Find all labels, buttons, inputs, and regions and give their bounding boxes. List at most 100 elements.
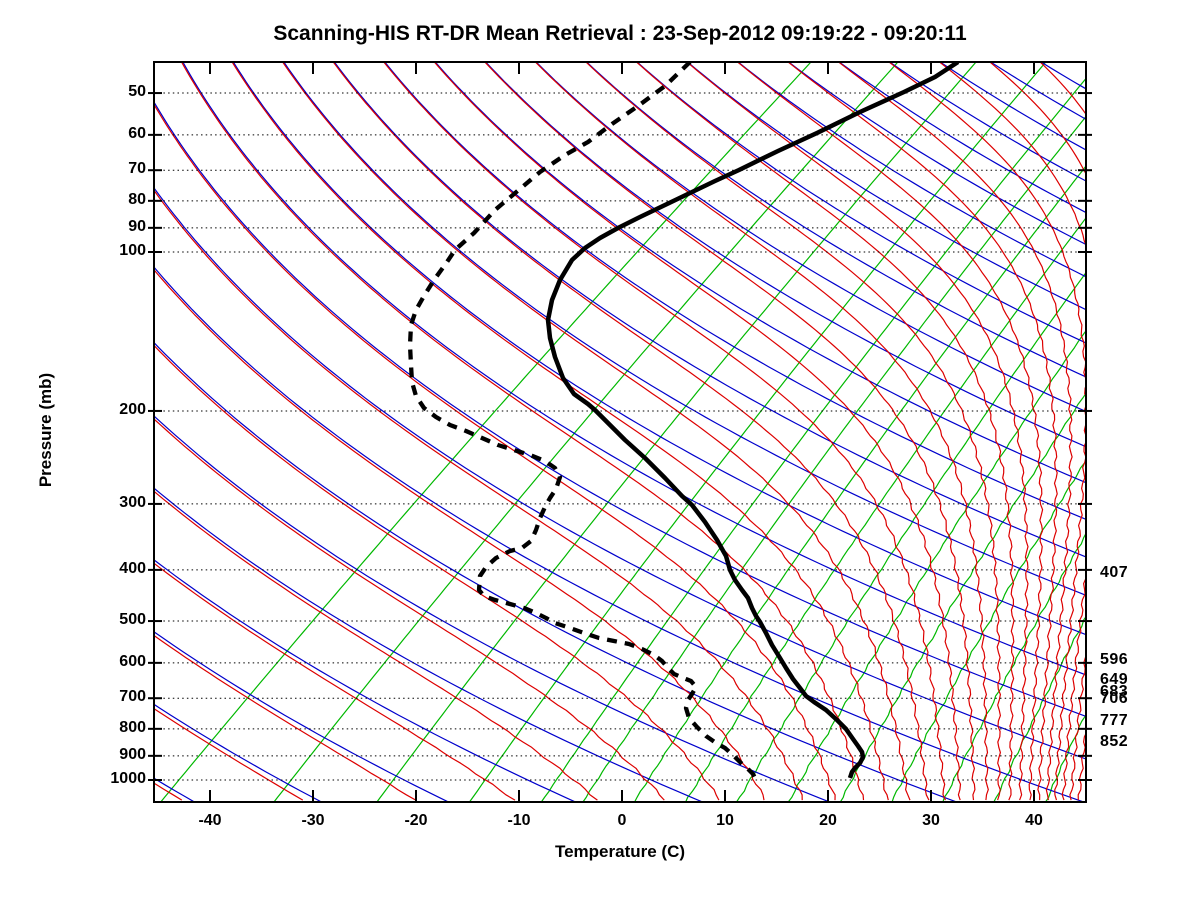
y-tick-label: 1000 — [110, 770, 146, 787]
isohume-line — [787, 329, 1086, 802]
isohume-line — [735, 271, 1086, 802]
isohume-line — [159, 62, 812, 802]
isohume-line — [942, 532, 1086, 802]
moist-adiabat-line — [686, 62, 1029, 801]
moist-adiabat-line — [281, 62, 911, 801]
y-tick-label: 900 — [119, 745, 146, 763]
cloud-level-pressure-label: 777 — [1100, 712, 1129, 730]
dry-adiabat-line — [154, 631, 450, 802]
dry-adiabat-line — [154, 341, 959, 802]
background-adiabat-lines — [154, 62, 1086, 802]
dry-adiabat-line — [536, 62, 1086, 413]
moist-adiabat-line — [154, 189, 803, 801]
y-tick-label: 500 — [119, 611, 146, 629]
dry-adiabat-line — [154, 415, 832, 802]
y-tick-label: 700 — [119, 688, 146, 706]
dry-adiabat-line — [485, 62, 1086, 448]
moist-adiabat-line — [231, 62, 889, 801]
moist-adiabat-line — [180, 62, 865, 801]
moist-adiabat-line — [988, 62, 1086, 801]
moist-adiabat-line — [154, 562, 516, 801]
y-tick-label: 400 — [119, 559, 146, 577]
moist-adiabat-line — [888, 62, 1086, 801]
y-tick-label: 50 — [128, 83, 146, 101]
x-tick-label: 10 — [716, 812, 734, 829]
y-tick-label: 200 — [119, 400, 146, 418]
dry-adiabat-line — [586, 62, 1086, 378]
moist-adiabat-line — [736, 62, 1044, 801]
moist-adiabat-line — [534, 62, 989, 801]
x-tick-label: -30 — [301, 812, 325, 829]
dry-adiabat-line — [154, 703, 323, 802]
plot-border — [153, 61, 1087, 803]
y-tick-label: 90 — [128, 217, 146, 235]
dry-adiabat-line — [233, 62, 1086, 636]
moist-adiabat-line — [837, 62, 1073, 801]
y-tick-label: 60 — [128, 124, 146, 142]
moist-adiabat-line — [154, 103, 836, 801]
x-tick-label: -20 — [404, 812, 428, 829]
x-tick-label: 40 — [1025, 812, 1043, 829]
x-tick-label: 30 — [922, 812, 940, 829]
cloud-level-pressure-label: 407 — [1100, 563, 1129, 581]
x-tick-label: -10 — [507, 812, 531, 829]
isohume-line — [376, 62, 977, 802]
moist-adiabat-line — [433, 62, 962, 801]
dry-adiabat-line — [738, 62, 1086, 278]
moist-adiabat-line — [585, 62, 1002, 801]
cloud-level-pressure-label: 649 — [1100, 670, 1129, 688]
dry-adiabat-line — [637, 62, 1086, 344]
moist-adiabat-line — [154, 418, 665, 801]
moist-adiabat-line — [154, 634, 417, 801]
moist-adiabat-line — [938, 62, 1086, 801]
cloud-level-pressure-label: 852 — [1100, 733, 1129, 751]
chart-title: Scanning-HIS RT-DR Mean Retrieval : 23-S… — [273, 22, 967, 45]
moist-adiabat-line — [154, 490, 598, 801]
y-tick-label: 800 — [119, 718, 146, 736]
x-axis-title: Temperature (C) — [554, 842, 686, 861]
moist-adiabat-line — [154, 268, 765, 801]
isohume-line — [633, 165, 1086, 802]
axes-frame — [148, 61, 1092, 803]
x-tick-label: 20 — [819, 812, 837, 829]
dry-adiabat-line — [154, 100, 1086, 718]
y-tick-label: 80 — [128, 190, 146, 208]
dry-adiabat-line — [154, 559, 577, 802]
dry-adiabat-line — [182, 62, 1086, 676]
dry-adiabat-line — [435, 62, 1086, 484]
isohume-line — [891, 459, 1086, 802]
cloud-level-pressure-label: 706 — [1100, 690, 1129, 708]
dry-adiabat-line — [687, 62, 1086, 311]
sounding-curves — [407, 62, 960, 779]
dry-adiabat-line — [334, 62, 1086, 558]
moist-adiabat-line — [484, 62, 976, 801]
dry-adiabat-line — [154, 266, 1086, 802]
dry-adiabat-line — [889, 62, 1086, 182]
y-tick-label: 70 — [128, 160, 146, 178]
moist-adiabat-line — [787, 62, 1058, 801]
moist-adiabat-line — [635, 62, 1015, 801]
dry-adiabat-line — [788, 62, 1086, 246]
dry-adiabat-line — [384, 62, 1086, 521]
dry-adiabat-line — [283, 62, 1086, 596]
cloud-level-pressure-label: 683 — [1100, 682, 1129, 700]
dew-point-curve — [407, 62, 757, 779]
y-tick-label: 600 — [119, 652, 146, 670]
moist-adiabat-line — [332, 62, 930, 801]
x-tick-label: -40 — [198, 812, 222, 829]
isohume-line — [540, 77, 1086, 802]
y-tick-label: 300 — [119, 493, 146, 511]
isohume-line — [685, 216, 1086, 802]
temperature-curve — [545, 62, 960, 779]
cloud-level-pressure-label: 596 — [1100, 651, 1129, 669]
moist-adiabat-line — [154, 344, 720, 801]
x-tick-label: 0 — [617, 812, 627, 829]
y-tick-label: 100 — [119, 242, 146, 259]
moist-adiabat-line — [383, 62, 947, 801]
dry-adiabat-line — [154, 186, 1086, 760]
dry-adiabat-line — [839, 62, 1086, 214]
dry-adiabat-line — [154, 487, 705, 802]
isohume-line — [993, 615, 1086, 802]
